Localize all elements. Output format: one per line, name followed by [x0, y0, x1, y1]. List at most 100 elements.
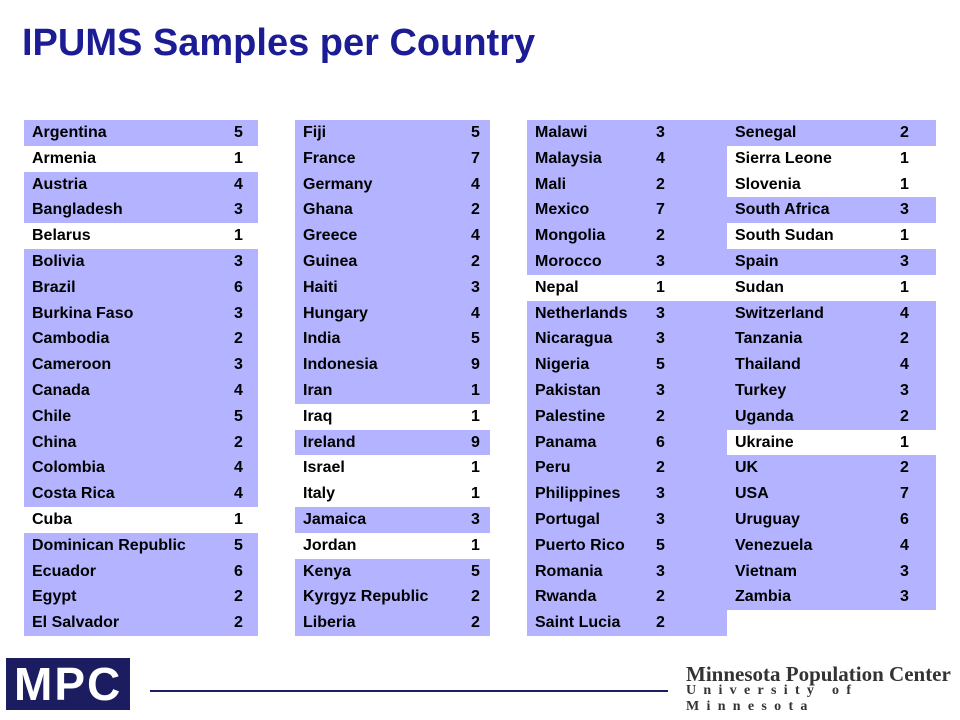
row-background	[24, 145, 258, 172]
sample-count: 1	[471, 382, 480, 399]
sample-count: 3	[234, 201, 243, 219]
country-name: India	[303, 330, 341, 348]
row-background	[295, 584, 490, 611]
sample-count: 3	[471, 511, 480, 528]
row-background	[295, 120, 490, 146]
row-background	[24, 300, 258, 327]
sample-count: 2	[656, 588, 665, 606]
country-name: Burkina Faso	[32, 304, 134, 322]
row-background	[727, 249, 936, 275]
sample-count: 3	[656, 124, 665, 141]
row-background	[24, 481, 258, 507]
country-name: Ecuador	[32, 562, 97, 580]
sample-count: 3	[656, 330, 665, 348]
sample-count: 3	[234, 253, 243, 270]
row-background	[295, 249, 490, 275]
country-name: Kenya	[303, 562, 352, 580]
sample-count: 2	[900, 124, 909, 141]
row-background	[295, 507, 490, 533]
country-name: Canada	[32, 382, 90, 399]
sample-count: 3	[900, 253, 909, 270]
country-name: Switzerland	[735, 304, 824, 322]
sample-count: 3	[656, 485, 665, 503]
sample-count: 4	[656, 149, 665, 167]
country-name: Mexico	[535, 201, 590, 219]
row-background	[727, 403, 936, 430]
country-name: Indonesia	[303, 356, 378, 374]
country-name: Thailand	[735, 356, 801, 374]
row-background	[24, 171, 258, 198]
row-background	[527, 197, 727, 224]
sample-count: 2	[656, 407, 665, 425]
row-background	[295, 558, 490, 585]
row-background	[24, 558, 258, 585]
row-background	[727, 326, 936, 353]
sample-count: 1	[900, 433, 909, 451]
row-background	[295, 300, 490, 327]
sample-count: 4	[900, 356, 909, 374]
row-background	[295, 610, 490, 636]
row-background	[24, 326, 258, 353]
country-name: Panama	[535, 433, 597, 451]
row-background	[527, 326, 727, 353]
row-background	[295, 197, 490, 224]
row-background	[527, 481, 727, 507]
country-name: Fiji	[303, 124, 327, 141]
row-background	[24, 455, 258, 482]
country-name: Jamaica	[303, 511, 367, 528]
country-name: Saint Lucia	[535, 614, 621, 632]
sample-count: 2	[900, 459, 909, 477]
sample-count: 2	[656, 175, 665, 193]
row-background	[24, 378, 258, 404]
row-background	[727, 429, 936, 456]
row-background	[295, 455, 490, 482]
row-background	[295, 145, 490, 172]
row-background	[295, 223, 490, 249]
sample-count: 1	[656, 278, 665, 296]
sample-count: 9	[471, 433, 480, 451]
row-background	[727, 507, 936, 533]
sample-count: 1	[900, 149, 909, 167]
sample-count: 9	[471, 356, 480, 374]
row-background	[727, 481, 936, 507]
row-background	[527, 274, 727, 301]
row-background	[727, 378, 936, 404]
country-name: Egypt	[32, 588, 77, 606]
sample-count: 3	[234, 304, 243, 322]
country-name: Hungary	[303, 304, 368, 322]
country-name: Colombia	[32, 459, 105, 477]
sample-count: 5	[234, 536, 243, 554]
sample-count: 3	[900, 382, 909, 399]
sample-count: 7	[471, 149, 480, 167]
sample-count: 1	[471, 536, 480, 554]
row-background	[24, 532, 258, 559]
logo: MPC	[6, 658, 131, 710]
row-background	[727, 145, 936, 172]
country-name: Nigeria	[535, 356, 590, 374]
country-name: Nepal	[535, 278, 579, 296]
country-name: Austria	[32, 175, 88, 193]
country-name: Venezuela	[735, 536, 813, 554]
sample-count: 2	[234, 614, 243, 632]
country-name: Dominican Republic	[32, 536, 186, 554]
row-background	[727, 223, 936, 249]
row-background	[24, 429, 258, 456]
country-name: Malawi	[535, 124, 588, 141]
sample-count: 7	[900, 485, 909, 503]
sample-count: 2	[656, 227, 665, 245]
sample-count: 3	[471, 278, 480, 296]
sample-count: 3	[900, 588, 909, 606]
country-name: Italy	[303, 485, 336, 503]
country-name: Vietnam	[735, 562, 797, 580]
sample-count: 2	[234, 433, 243, 451]
country-name: Sudan	[735, 278, 784, 296]
sample-count: 4	[900, 304, 909, 322]
row-background	[727, 584, 936, 611]
row-background	[295, 403, 490, 430]
country-name: Guinea	[303, 253, 358, 270]
row-background	[527, 171, 727, 198]
sample-count: 3	[656, 511, 665, 528]
sample-count: 2	[471, 588, 480, 606]
sample-count: 6	[656, 433, 665, 451]
row-background	[527, 610, 727, 636]
